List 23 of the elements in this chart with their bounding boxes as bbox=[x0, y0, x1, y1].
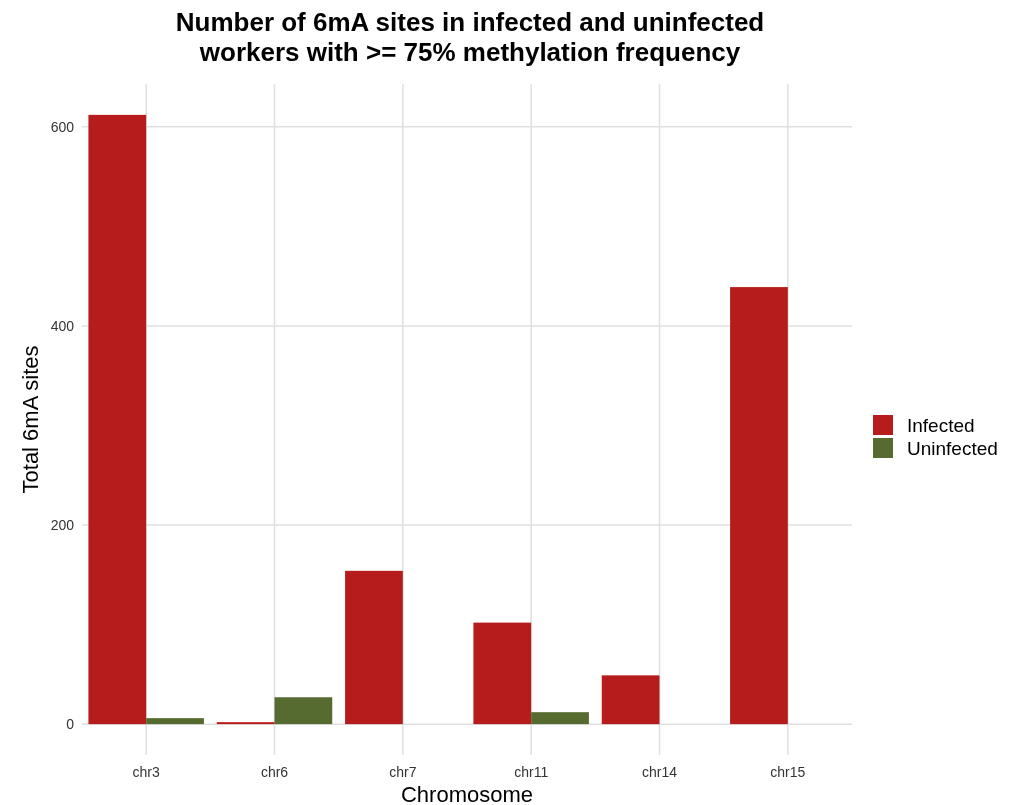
bar bbox=[730, 287, 788, 725]
bar bbox=[345, 570, 403, 725]
y-tick-label: 600 bbox=[50, 118, 75, 135]
x-tick-label: chr6 bbox=[260, 763, 289, 780]
x-tick-label: chr11 bbox=[514, 763, 549, 780]
y-tick-label: 200 bbox=[50, 517, 75, 534]
bar bbox=[146, 718, 204, 725]
x-tick-label: chr14 bbox=[641, 763, 678, 780]
bar bbox=[531, 712, 589, 725]
bar bbox=[473, 622, 532, 725]
y-tick-label: 400 bbox=[50, 317, 75, 334]
x-axis-title: Chromosome bbox=[400, 782, 534, 805]
x-tick-label: chr15 bbox=[770, 763, 806, 780]
bar bbox=[601, 675, 660, 725]
y-tick-label: 0 bbox=[66, 716, 75, 733]
legend-label: Uninfected bbox=[907, 438, 998, 459]
x-tick-label: chr7 bbox=[389, 763, 417, 780]
bar bbox=[88, 114, 147, 725]
chart-title: Number of 6mA sites in infected and uninfected workers with >= 75% methylation frequency bbox=[175, 7, 765, 67]
x-tick-label: chr3 bbox=[132, 763, 160, 780]
legend-label: Infected bbox=[907, 415, 975, 436]
bar bbox=[274, 697, 333, 725]
y-axis-title: Total 6mA sites bbox=[18, 345, 43, 494]
